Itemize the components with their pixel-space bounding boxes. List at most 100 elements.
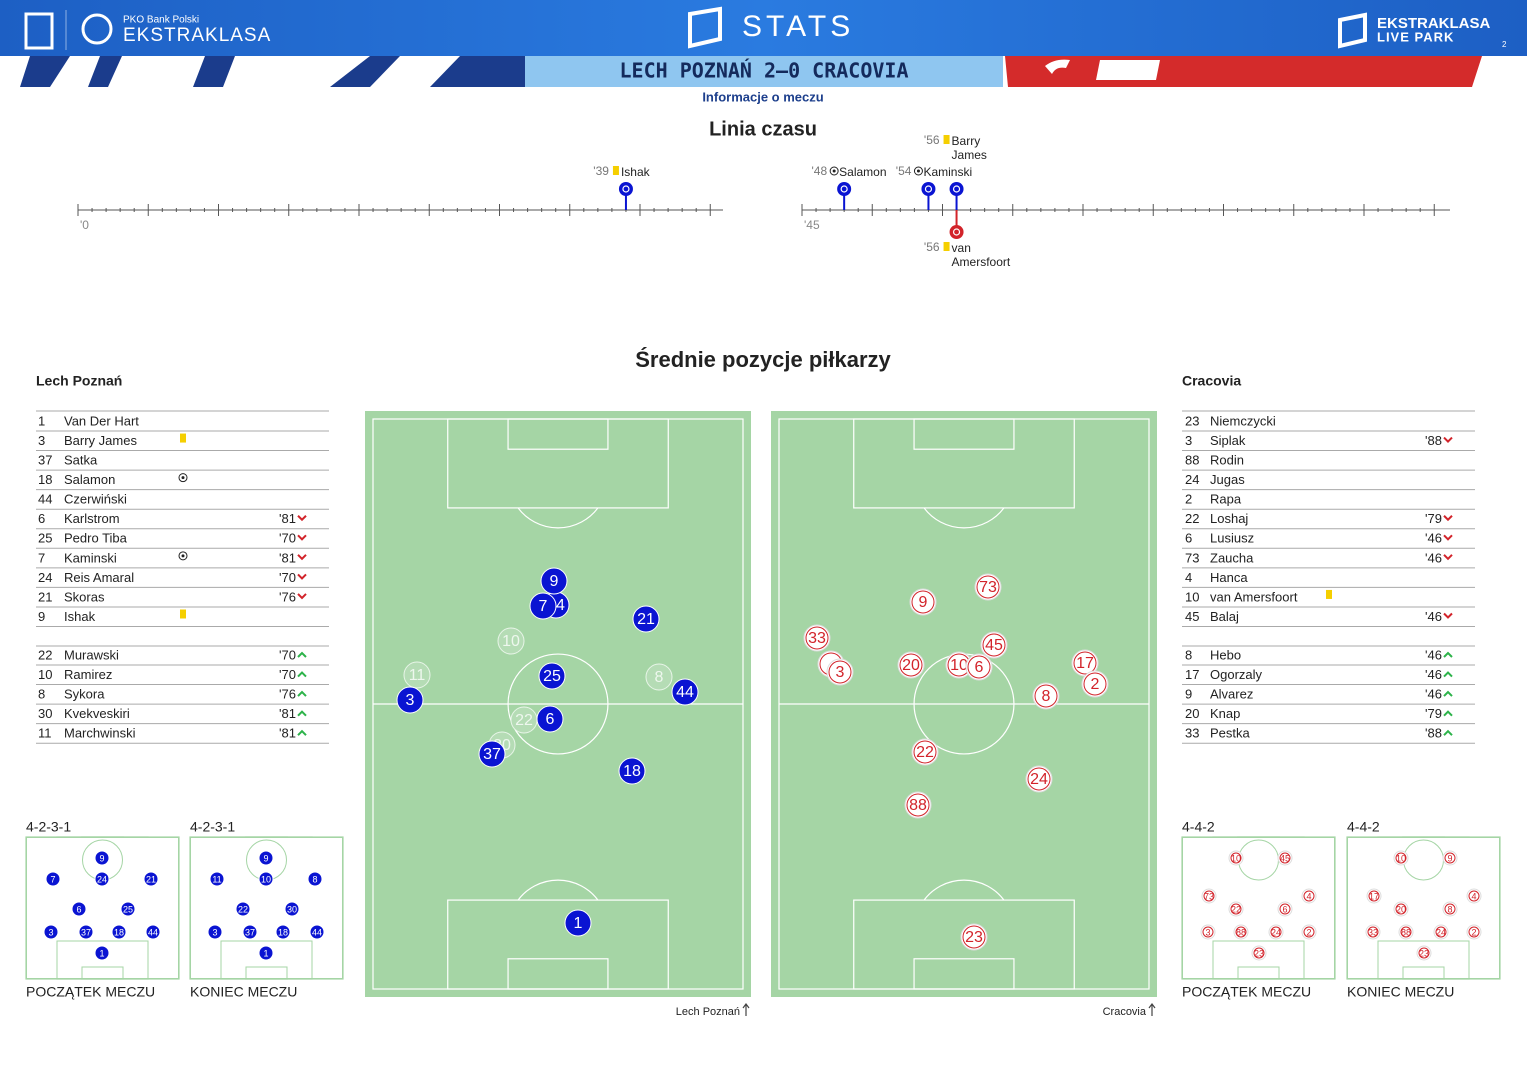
player-token-number: 45 — [985, 637, 1003, 654]
sub-minute: '46 — [1425, 647, 1442, 662]
sub-on — [1443, 729, 1453, 736]
positions-title: Średnie pozycje piłkarzy — [635, 347, 891, 372]
goal-icon-dot — [916, 169, 920, 173]
phase-label: POCZĄTEK MECZU — [26, 984, 155, 1000]
mini-token — [275, 924, 291, 940]
player-number: 17 — [1185, 667, 1199, 682]
player-number: 18 — [38, 472, 52, 487]
sub-off — [297, 554, 307, 561]
player-number: 6 — [1185, 531, 1192, 546]
mini-token-number: 37 — [245, 927, 255, 937]
player-token — [396, 686, 424, 714]
penalty-arc — [923, 507, 1005, 529]
card-icon — [1326, 589, 1332, 599]
pin-head — [949, 225, 964, 239]
player-number: 10 — [1185, 589, 1199, 604]
live-logo — [1338, 12, 1367, 49]
mini-token-ring — [1270, 926, 1282, 938]
player-token-number: 88 — [909, 797, 927, 814]
player-name: Siplak — [1210, 433, 1246, 448]
player-number: 22 — [38, 647, 52, 662]
sub-minute: '81 — [279, 706, 296, 721]
mini-token-number: 6 — [1282, 904, 1287, 914]
mini-token-number: 10 — [1231, 853, 1241, 863]
attack-arrow — [742, 1003, 750, 1016]
player-number: 2 — [1185, 492, 1192, 507]
player-name: Loshaj — [1210, 511, 1248, 526]
player-name: Knap — [1210, 706, 1240, 721]
player-name: Marchwinski — [64, 726, 136, 741]
player-token-ring — [962, 925, 986, 949]
mini-token-number: 8 — [312, 874, 317, 884]
sub-on — [297, 651, 307, 658]
mini-token-number: 23 — [1419, 948, 1429, 958]
mini-token-number: 9 — [1447, 853, 1452, 863]
mini-token-number: 8 — [1447, 904, 1452, 914]
player-token-number: 21 — [637, 611, 655, 628]
bank-name: PKO Bank Polski — [123, 15, 199, 26]
player-token — [478, 740, 506, 768]
sub-minute: '46 — [1425, 609, 1442, 624]
mini-token-ring — [1368, 890, 1380, 902]
sub-minute: '70 — [279, 570, 296, 585]
mini-token-ring — [1303, 926, 1315, 938]
player-number: 33 — [1185, 726, 1199, 741]
player-token — [632, 605, 660, 633]
player-token-ring — [911, 590, 935, 614]
goal-icon-dot — [832, 169, 836, 173]
player-number: 11 — [38, 726, 52, 741]
goal-icon-dot — [181, 554, 185, 558]
mini-token-ring — [1253, 947, 1265, 959]
event-player: van Amersfoort — [951, 241, 1011, 269]
mini-token-number: 10 — [1396, 853, 1406, 863]
mini-token-number: 23 — [1254, 948, 1264, 958]
pin-ring — [840, 185, 848, 193]
sub-off — [1443, 515, 1453, 522]
mini-token-number: 1 — [263, 948, 268, 958]
mini-token — [94, 871, 110, 887]
sub-minute: '88 — [1425, 726, 1442, 741]
goal-box — [913, 418, 1015, 450]
phase-label: KONIEC MECZU — [1347, 984, 1454, 1000]
player-token-number: 22 — [916, 744, 934, 761]
half-label: '45 — [804, 218, 820, 232]
mini-token-ring — [1230, 852, 1242, 864]
player-token-ring — [1034, 684, 1058, 708]
player-number: 7 — [38, 550, 45, 565]
penalty-arc — [517, 879, 599, 901]
mini-token-number: 2 — [1306, 927, 1311, 937]
formation: 4-4-2 — [1182, 819, 1215, 835]
mini-goal-box — [245, 966, 288, 980]
mini-token-number: 88 — [1236, 927, 1246, 937]
player-token-number: 18 — [623, 763, 641, 780]
player-token — [564, 909, 592, 937]
mini-token-number: 18 — [278, 927, 288, 937]
player-token — [403, 661, 431, 689]
pin-ring — [924, 185, 933, 193]
player-token-ring — [982, 633, 1006, 657]
pin-ring — [622, 185, 630, 193]
player-name: Niemczycki — [1210, 413, 1276, 428]
sub-on — [1443, 710, 1453, 717]
formation: 4-2-3-1 — [190, 819, 235, 835]
mini-token — [94, 850, 110, 866]
mini-token-ring — [1279, 852, 1291, 864]
sub-minute: '70 — [279, 647, 296, 662]
sub-minute: '88 — [1425, 433, 1442, 448]
player-name: Karlstrom — [64, 511, 120, 526]
mini-token-ring — [1395, 903, 1407, 915]
match-panel — [525, 56, 1003, 87]
team-name: Lech Poznań — [36, 373, 122, 389]
mini-goal-box — [81, 966, 124, 980]
mini-token — [43, 924, 59, 940]
player-number: 10 — [38, 667, 52, 682]
event-minute: '48 — [812, 164, 828, 178]
mini-token — [307, 871, 323, 887]
event-minute: '54 — [896, 164, 912, 178]
player-number: 4 — [1185, 570, 1192, 585]
sub-off — [1443, 534, 1453, 541]
mini-token-ring — [1202, 926, 1214, 938]
page-number: 2 — [1502, 40, 1507, 49]
player-number: 9 — [1185, 687, 1192, 702]
